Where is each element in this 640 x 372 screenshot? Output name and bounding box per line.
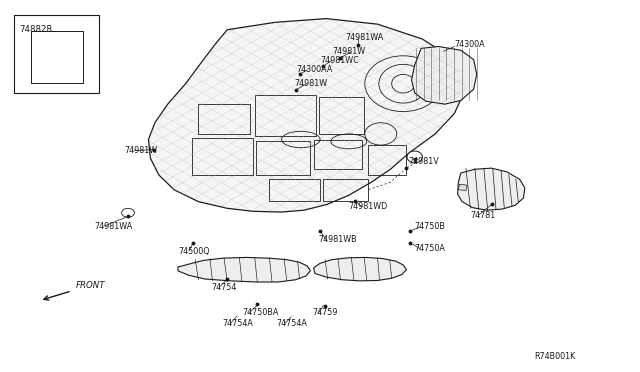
Bar	[314, 140, 362, 169]
Text: 74750B: 74750B	[415, 222, 445, 231]
Text: 74882R: 74882R	[19, 25, 52, 34]
Bar	[255, 95, 316, 136]
Text: 74754A: 74754A	[223, 319, 253, 328]
Text: 74750A: 74750A	[415, 244, 445, 253]
Bar	[256, 141, 310, 175]
Bar	[269, 179, 320, 201]
Ellipse shape	[407, 151, 422, 163]
Bar	[31, 31, 83, 83]
Text: 74981WC: 74981WC	[320, 56, 359, 65]
Bar	[319, 97, 364, 134]
Bar	[323, 179, 368, 201]
Polygon shape	[412, 46, 477, 104]
Text: 74981WB: 74981WB	[319, 235, 357, 244]
Polygon shape	[178, 257, 310, 282]
Text: 74781: 74781	[470, 211, 495, 219]
Polygon shape	[458, 168, 525, 210]
Text: R74B001K: R74B001K	[534, 352, 575, 361]
Text: 74754A: 74754A	[276, 319, 307, 328]
Text: FRONT: FRONT	[76, 281, 105, 290]
Text: 74981WA: 74981WA	[346, 33, 384, 42]
Bar	[198, 104, 250, 134]
Text: 74750BA: 74750BA	[242, 308, 278, 317]
Text: 74981W: 74981W	[333, 47, 366, 56]
Text: 74300A: 74300A	[454, 40, 485, 49]
Bar	[14, 15, 99, 93]
Text: 74300AA: 74300AA	[296, 65, 333, 74]
Ellipse shape	[122, 208, 134, 217]
Text: 74981WA: 74981WA	[95, 222, 133, 231]
Text: 74981W: 74981W	[125, 146, 158, 155]
Text: 74500Q: 74500Q	[178, 247, 209, 256]
Text: 74981WD: 74981WD	[349, 202, 388, 211]
Polygon shape	[314, 257, 406, 281]
Text: 74981V: 74981V	[408, 157, 439, 166]
Polygon shape	[148, 19, 467, 212]
Bar	[368, 145, 406, 175]
Bar	[192, 138, 253, 175]
Polygon shape	[458, 184, 467, 190]
Text: 74759: 74759	[312, 308, 338, 317]
Text: 74981W: 74981W	[294, 79, 328, 88]
Text: 74754: 74754	[211, 283, 237, 292]
